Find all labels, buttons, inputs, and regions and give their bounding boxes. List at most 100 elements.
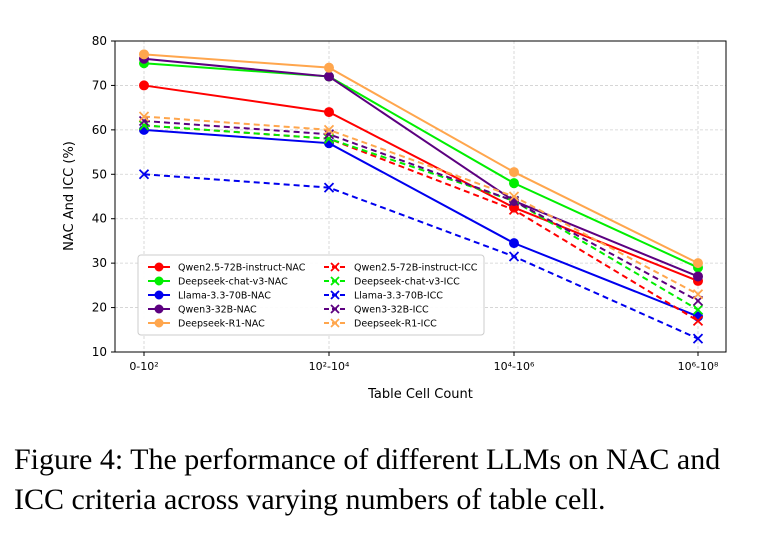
marker-stroke: [138, 111, 150, 122]
data-point: [138, 120, 150, 131]
marker-stroke: [508, 251, 520, 262]
data-point: [693, 258, 703, 269]
data-point: [509, 238, 519, 249]
series-line: [143, 173, 699, 340]
marker-stroke: [508, 204, 520, 215]
marker-stroke: [323, 182, 335, 193]
marker-stroke: [330, 318, 340, 328]
data-point: [692, 304, 704, 315]
marker-stroke: [330, 262, 340, 272]
data-point: [508, 191, 520, 202]
line-chart: 10 20 30 40 50 60 70 80 0-10² 10²-10⁴ 10⁴-10⁶ 10⁶-1…: [62, 34, 727, 402]
data-point: [324, 138, 334, 149]
marker-stroke: [138, 115, 150, 127]
legend-label: Deepseek-R1-NAC: [178, 319, 265, 330]
x-axis-label: Table Cell Count: [367, 387, 473, 402]
data-point: [692, 315, 704, 327]
legend-box: [137, 254, 485, 336]
series-deepseek-chat-v3-nac: [139, 58, 703, 273]
data-point: [154, 318, 164, 328]
series-llama-3-3-70b-icc: [138, 169, 704, 344]
legend-label: Deepseek-chat-v3-ICC: [354, 277, 460, 288]
legend-label: Llama-3.3-70B-NAC: [178, 291, 271, 302]
marker-stroke: [692, 289, 704, 300]
data-point: [323, 182, 335, 193]
data-point: [139, 80, 149, 91]
data-point: [509, 178, 519, 189]
data-point: [330, 318, 340, 328]
marker-stroke: [330, 304, 340, 314]
legend: Qwen2.5-72B-instruct-NAC Deepseek-chat-v3…: [137, 254, 485, 336]
y-axis-label: NAC And ICC (%): [62, 141, 77, 251]
series-line: [143, 57, 699, 278]
data-point: [323, 133, 335, 144]
data-point: [154, 304, 164, 314]
y-tick-label: 10: [92, 345, 107, 359]
legend-label: Llama-3.3-70B-ICC: [354, 291, 443, 302]
y-tick-label: 70: [92, 78, 107, 92]
series-line: [143, 53, 699, 265]
marker-stroke: [323, 124, 335, 135]
data-point: [154, 276, 164, 286]
data-point: [692, 333, 704, 344]
x-tick-label: 10⁴-10⁶: [494, 360, 535, 373]
marker-stroke: [692, 304, 704, 315]
data-point: [508, 204, 520, 215]
data-point: [324, 71, 334, 82]
data-point: [154, 262, 164, 272]
series-line: [143, 119, 699, 302]
y-tick-label: 50: [92, 167, 107, 181]
data-point: [509, 167, 519, 178]
data-point: [692, 289, 704, 300]
series-layer: [138, 49, 704, 344]
series-line: [143, 84, 699, 282]
data-point: [693, 271, 703, 282]
x-tick-label: 10⁶-10⁸: [678, 360, 719, 373]
legend-label: Qwen2.5-72B-instruct-NAC: [178, 263, 306, 274]
marker-stroke: [138, 169, 150, 180]
data-point: [330, 304, 340, 314]
data-point: [323, 129, 335, 140]
series-deepseek-r1-nac: [139, 49, 703, 269]
marker-stroke: [138, 120, 150, 131]
data-point: [324, 107, 334, 118]
series-line: [143, 115, 699, 296]
marker-stroke: [508, 191, 520, 202]
series-line: [143, 124, 699, 311]
marker-stroke: [692, 333, 704, 344]
data-point: [139, 124, 149, 135]
series-line: [143, 62, 699, 269]
data-point: [508, 251, 520, 262]
axes: 10 20 30 40 50 60 70 80 0-10² 10²-10⁴ 10⁴-10⁶ 10⁶-1…: [92, 34, 719, 373]
data-point: [330, 290, 340, 300]
marker-stroke: [330, 276, 340, 286]
series-deepseek-r1-icc: [138, 111, 704, 300]
legend-label: Deepseek-R1-ICC: [354, 319, 437, 330]
data-point: [138, 169, 150, 180]
y-tick-label: 80: [92, 34, 107, 48]
data-point: [324, 62, 334, 73]
data-point: [138, 115, 150, 127]
legend-label: Qwen3-32B-NAC: [178, 305, 257, 316]
x-tick-label: 0-10²: [129, 360, 158, 373]
data-point: [323, 124, 335, 135]
y-tick-label: 40: [92, 212, 107, 226]
y-tick-label: 20: [92, 301, 107, 315]
data-point: [330, 262, 340, 272]
plot-frame: [114, 40, 727, 353]
data-point: [154, 290, 164, 300]
legend-label: Qwen3-32B-ICC: [354, 305, 429, 316]
figure-caption: Figure 4: The performance of different L…: [14, 443, 721, 516]
y-tick-label: 30: [92, 256, 107, 270]
marker-stroke: [330, 290, 340, 300]
data-point: [138, 111, 150, 122]
y-tick-label: 60: [92, 123, 107, 137]
legend-label: Deepseek-chat-v3-NAC: [178, 277, 288, 288]
marker-stroke: [323, 133, 335, 144]
data-point: [139, 49, 149, 60]
x-tick-label: 10²-10⁴: [309, 360, 350, 373]
marker-stroke: [323, 129, 335, 140]
legend-label: Qwen2.5-72B-instruct-ICC: [354, 263, 478, 274]
data-point: [330, 276, 340, 286]
series-line: [143, 128, 699, 318]
